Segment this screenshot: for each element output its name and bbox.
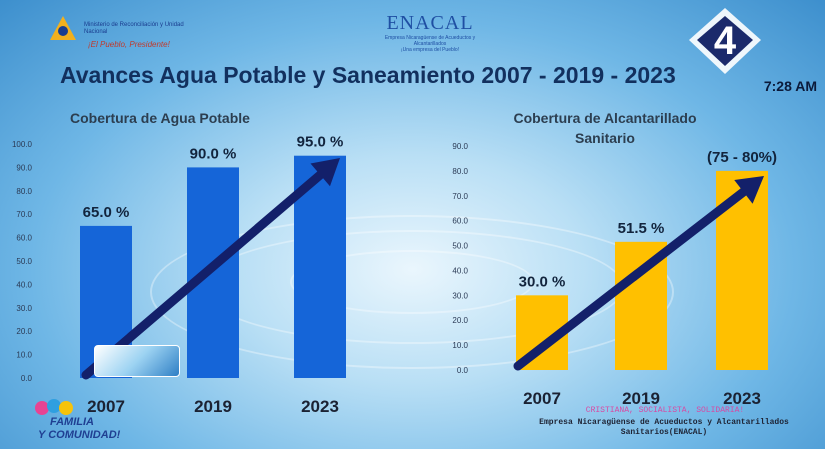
enacal-logo: ENACAL Empresa Nicaragüense de Acueducto… — [380, 12, 480, 53]
left-data-label: 65.0 % — [83, 204, 130, 221]
left-y-tick: 50.0 — [16, 257, 32, 266]
left-y-tick: 70.0 — [16, 210, 32, 219]
left-data-label: 90.0 % — [190, 145, 237, 162]
svg-text:4: 4 — [714, 19, 737, 63]
enacal-full-name: Empresa Nicaragüense de Acueductos y Alc… — [384, 35, 476, 47]
left-y-tick: 30.0 — [16, 304, 32, 313]
main-title: Avances Agua Potable y Saneamiento 2007 … — [60, 62, 676, 88]
right-x-tick: 2007 — [523, 389, 561, 408]
familia-line1: FAMILIA — [50, 416, 94, 428]
right-chart-title: Cobertura de Alcantarillado Sanitario — [513, 110, 697, 146]
familia-line2: Y COMUNIDAD! — [38, 429, 121, 441]
enacal-slogan: ¡Una empresa del Pueblo! — [400, 47, 460, 53]
left-y-tick: 0.0 — [21, 374, 33, 383]
water-ripple-2 — [150, 215, 674, 369]
left-bar — [187, 167, 239, 378]
left-y-tick: 100.0 — [12, 140, 33, 149]
familia-comunidad-logo: FAMILIA Y COMUNIDAD! — [34, 396, 144, 446]
right-y-tick: 30.0 — [452, 291, 468, 300]
tv-channel-logo-icon: 4 — [689, 8, 761, 74]
left-x-tick: 2019 — [194, 397, 232, 416]
right-y-tick: 70.0 — [452, 192, 468, 201]
ministry-emblem-icon — [50, 16, 76, 40]
right-bar — [716, 170, 768, 370]
enacal-name: ENACAL — [386, 12, 474, 34]
right-x-tick: 2019 — [622, 389, 660, 408]
footer-slogan: CRISTIANA, SOCIALISTA, SOLIDARIA! — [585, 406, 745, 415]
left-y-tick: 20.0 — [16, 327, 32, 336]
right-y-tick: 50.0 — [452, 242, 468, 251]
video-thumbnail — [94, 345, 180, 377]
water-ripple-3 — [290, 250, 534, 314]
ministry-slogan: ¡El Pueblo, Presidente! — [88, 40, 170, 49]
right-trend-arrow — [513, 187, 748, 371]
right-data-label: 30.0 % — [519, 273, 566, 290]
right-y-tick: 20.0 — [452, 316, 468, 325]
left-y-tick: 10.0 — [16, 351, 32, 360]
tv-time-display: 7:28 AM — [763, 78, 817, 94]
right-y-tick: 90.0 — [452, 142, 468, 151]
left-chart-title: Cobertura de Agua Potable — [70, 110, 250, 126]
footer-org-line1: Empresa Nicaragüense de Acueductos y Alc… — [539, 418, 789, 427]
left-y-tick: 80.0 — [16, 187, 32, 196]
left-trend-arrowhead — [310, 158, 340, 187]
right-y-tick: 80.0 — [452, 167, 468, 176]
left-y-tick: 90.0 — [16, 163, 32, 172]
footer-org-line2: Sanitarios(ENACAL) — [620, 428, 708, 437]
right-y-tick: 40.0 — [452, 266, 468, 275]
right-data-label: (75 - 80%) — [707, 149, 777, 166]
right-chart-sewer: 0.0 10.0 20.0 30.0 40.0 50.0 60.0 70.0 80.0 90.0 3… — [452, 142, 777, 408]
left-trend-arrow — [81, 170, 325, 380]
right-data-label: 51.5 % — [618, 220, 665, 237]
left-y-tick: 60.0 — [16, 234, 32, 243]
ministry-logo: Ministerio de Reconciliación y Unidad Na… — [48, 10, 198, 50]
right-trend-arrowhead — [734, 176, 764, 204]
left-x-tick: 2007 — [87, 397, 125, 416]
right-y-tick: 10.0 — [452, 341, 468, 350]
right-y-tick: 60.0 — [452, 217, 468, 226]
right-y-tick: 0.0 — [457, 366, 469, 375]
left-data-label: 95.0 % — [297, 134, 344, 151]
ministry-text: Ministerio de Reconciliación y Unidad Na… — [84, 22, 184, 35]
footer-org-name: Empresa Nicaragüense de Acueductos y Alc… — [536, 418, 792, 438]
left-y-tick: 40.0 — [16, 280, 32, 289]
right-x-tick: 2023 — [723, 389, 761, 408]
familia-logo-icon — [35, 399, 73, 415]
left-x-tick: 2023 — [301, 397, 339, 416]
